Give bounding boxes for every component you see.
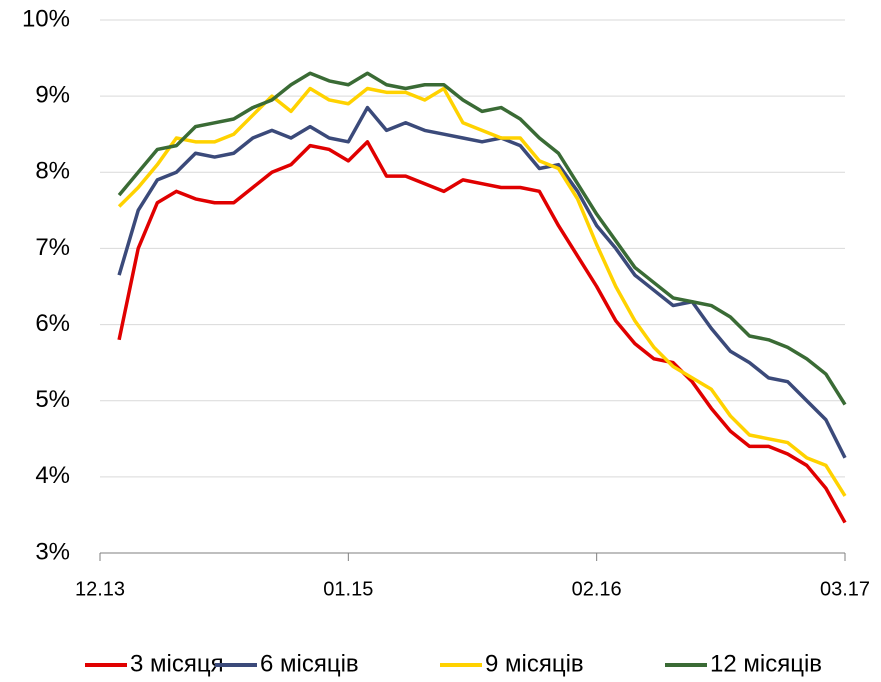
series-line <box>117 140 847 524</box>
y-tick-label: 9% <box>35 81 70 108</box>
y-tick-label: 3% <box>35 538 70 565</box>
legend-label: 3 місяця <box>130 650 224 677</box>
x-tick-label: 02.16 <box>572 578 622 600</box>
x-tick-label: 12.13 <box>75 578 125 600</box>
y-tick-label: 6% <box>35 310 70 337</box>
y-tick-label: 10% <box>22 5 70 32</box>
legend-label: 6 місяців <box>260 650 359 677</box>
series-line <box>117 86 847 497</box>
x-tick-label: 01.15 <box>323 578 373 600</box>
legend-label: 12 місяців <box>710 650 822 677</box>
y-tick-label: 8% <box>35 158 70 185</box>
legend-label: 9 місяців <box>485 650 584 677</box>
series-line <box>117 71 847 406</box>
y-tick-label: 7% <box>35 234 70 261</box>
x-tick-label: 03.17 <box>820 578 870 600</box>
series-line <box>117 105 847 459</box>
y-tick-label: 5% <box>35 386 70 413</box>
y-tick-label: 4% <box>35 462 70 489</box>
